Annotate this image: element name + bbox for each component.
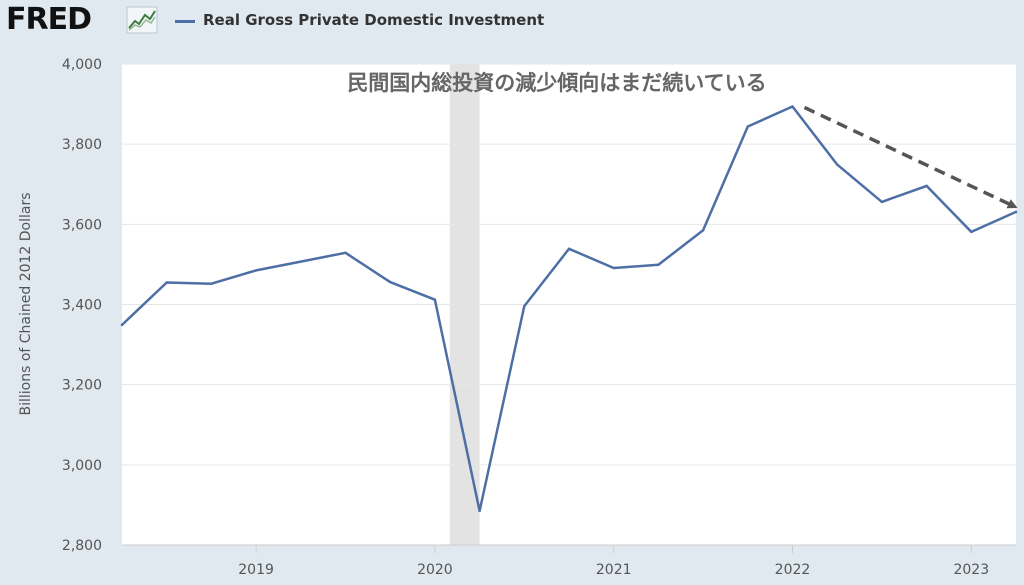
y-tick-label: 3,800: [62, 137, 102, 153]
y-tick-label: 2,800: [62, 538, 102, 554]
data-point: [880, 200, 884, 204]
y-tick-label: 4,000: [62, 57, 102, 73]
data-point: [791, 105, 794, 108]
y-tick-label: 3,200: [62, 378, 102, 394]
fred-logo[interactable]: FRED: [6, 2, 92, 37]
legend-swatch: [175, 20, 195, 23]
chart-annotation: 民間国内総投資の減少傾向はまだ続いている: [347, 71, 766, 95]
data-point: [478, 509, 481, 513]
data-point: [612, 266, 615, 270]
data-point: [210, 282, 213, 285]
data-point: [701, 229, 705, 232]
data-point: [254, 269, 258, 272]
data-point: [970, 230, 973, 234]
data-point: [567, 247, 571, 250]
y-axis-label: Billions of Chained 2012 Dollars: [18, 192, 34, 415]
data-point: [299, 260, 302, 263]
line-chart-logo-icon: [126, 6, 158, 34]
x-tick-label: 2020: [417, 562, 453, 578]
legend-label: Real Gross Private Domestic Investment: [203, 11, 545, 29]
trend-arrow: [803, 105, 1018, 209]
y-tick-label: 3,400: [62, 298, 102, 314]
data-point: [836, 163, 839, 166]
data-point: [1014, 210, 1018, 214]
y-tick-label: 3,000: [62, 458, 102, 474]
x-tick-label: 2021: [596, 562, 632, 578]
data-point: [165, 281, 168, 284]
x-tick-label: 2023: [953, 562, 989, 578]
data-point: [433, 298, 437, 301]
x-tick-label: 2022: [775, 562, 811, 578]
data-point: [344, 251, 347, 254]
data-point: [120, 323, 124, 327]
y-tick-label: 3,600: [62, 217, 102, 233]
chart-header: FRED Real Gross Private Domestic Investm…: [0, 0, 1024, 44]
data-point: [389, 280, 392, 284]
data-point: [746, 125, 749, 128]
data-point: [925, 184, 928, 188]
data-point: [523, 304, 526, 308]
data-point: [657, 263, 660, 267]
x-tick-label: 2019: [238, 562, 274, 578]
